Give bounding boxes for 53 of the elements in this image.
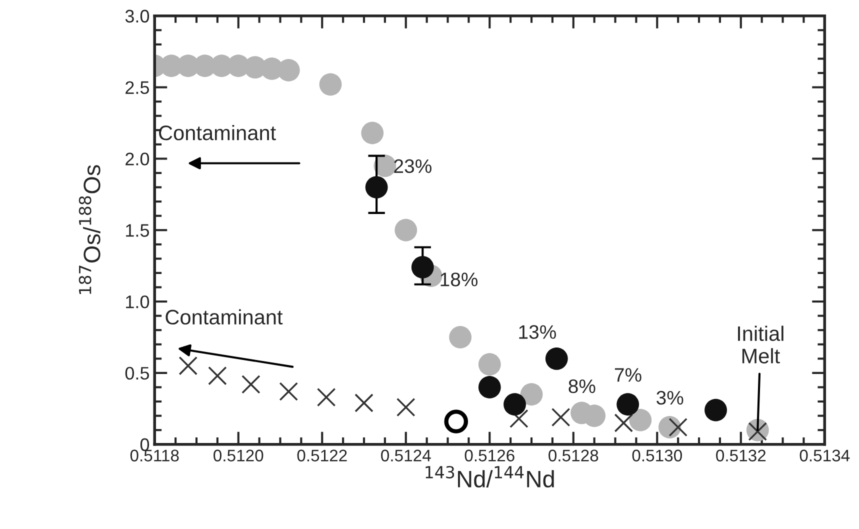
point xyxy=(242,374,260,394)
annotation: 18% xyxy=(440,272,478,286)
annotation: Contaminant xyxy=(159,124,276,140)
point xyxy=(704,398,727,422)
x-tick-label: 0.5126 xyxy=(464,450,514,462)
point xyxy=(316,388,336,407)
point xyxy=(504,393,526,416)
x-tick-label: 0.5122 xyxy=(297,450,347,462)
x-tick-label: 0.5134 xyxy=(800,450,850,462)
point xyxy=(616,393,640,416)
annotation: Initial Melt xyxy=(738,326,784,364)
point xyxy=(478,376,501,398)
point xyxy=(629,408,652,432)
point xyxy=(208,366,227,386)
point xyxy=(365,176,388,198)
point xyxy=(354,394,374,412)
point xyxy=(396,398,416,417)
y-tick-label: 0 xyxy=(140,438,150,452)
y-tick-label: 3.0 xyxy=(125,10,150,23)
point xyxy=(394,218,418,242)
point xyxy=(361,122,384,144)
point xyxy=(545,347,568,370)
x-tick-label: 0.5120 xyxy=(214,450,264,462)
y-tick-label: 2.5 xyxy=(126,81,150,94)
point xyxy=(520,383,543,406)
x-axis-title: $^{143}$Nd/$^{144}$Nd xyxy=(426,466,554,488)
point xyxy=(444,410,468,434)
x-tick-label: 0.5128 xyxy=(548,450,598,462)
annotation: Contaminant xyxy=(166,309,283,325)
point xyxy=(614,414,634,432)
y-tick-label: 1.0 xyxy=(126,295,150,308)
y-tick-label: 0.5 xyxy=(125,366,150,380)
x-tick-label: 0.5132 xyxy=(716,450,766,462)
point xyxy=(551,408,570,427)
point xyxy=(319,73,342,96)
point xyxy=(510,409,528,428)
annotation: 8% xyxy=(568,379,596,394)
y-axis-title: $^{187}$Os/$^{188}$Os xyxy=(78,165,100,294)
point xyxy=(178,356,198,376)
x-tick-label: 0.5124 xyxy=(381,450,431,462)
x-tick-label: 0.5130 xyxy=(632,450,682,462)
point xyxy=(668,418,688,437)
x-tick-label: 0.5118 xyxy=(130,450,179,462)
annotation: 23% xyxy=(394,159,432,174)
point xyxy=(411,256,434,278)
point xyxy=(279,382,298,401)
annotation: 3% xyxy=(656,390,684,405)
point xyxy=(478,353,501,376)
y-tick-label: 1.5 xyxy=(126,224,150,237)
annotation: 7% xyxy=(614,368,642,382)
y-tick-label: 2.0 xyxy=(126,152,150,166)
point xyxy=(449,326,472,348)
annotation: 13% xyxy=(519,325,556,339)
